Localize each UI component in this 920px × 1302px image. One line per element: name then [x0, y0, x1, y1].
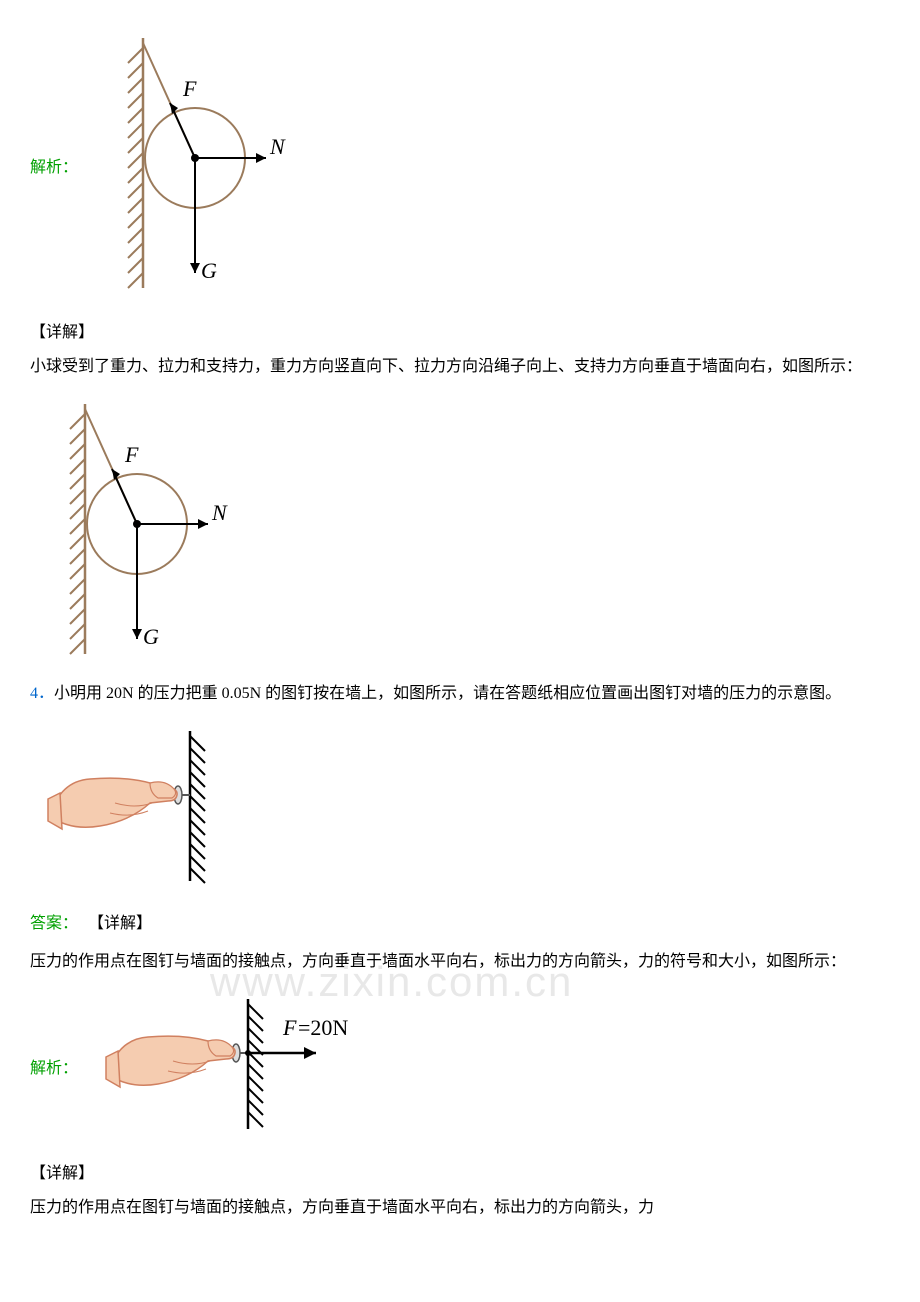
svg-text:F: F: [282, 1015, 297, 1040]
svg-text:F: F: [182, 76, 197, 101]
q4-answer-text: 压力的作用点在图钉与墙面的接触点，方向垂直于墙面水平向右，标出力的方向箭头，力的…: [30, 947, 890, 977]
parse-label-2: 解析：: [30, 1055, 78, 1084]
parse-label-1: 解析：: [30, 154, 78, 183]
svg-text:G: G: [201, 258, 217, 283]
q3-detail-text: 小球受到了重力、拉力和支持力，重力方向竖直向下、拉力方向沿绳子向上、支持力方向垂…: [30, 352, 890, 382]
svg-text:=20N: =20N: [298, 1015, 348, 1040]
ball-wall-diagram-2: F N G: [30, 394, 250, 664]
fig-hand-plain: [30, 721, 890, 902]
fig-ball-1: F N G: [88, 28, 308, 309]
fig-ball-2-holder: www.zixin.com.cn F N: [30, 394, 890, 675]
q4-text: 小明用 20N 的压力把重 0.05N 的图钉按在墙上，如图所示，请在答题纸相应…: [54, 685, 841, 702]
q4-parse-row: 解析：: [30, 989, 890, 1150]
q4-detail-text: 压力的作用点在图钉与墙面的接触点，方向垂直于墙面水平向右，标出力的方向箭头，力: [30, 1193, 890, 1223]
detail-label-1: 【详解】: [30, 319, 890, 348]
svg-text:N: N: [269, 134, 286, 159]
svg-text:G: G: [143, 624, 159, 649]
svg-text:N: N: [211, 500, 228, 525]
answer-label: 答案：: [30, 910, 78, 939]
fig-hand-arrow: F =20N: [88, 989, 418, 1150]
detail-label-2: 【详解】: [88, 910, 152, 939]
q3-parse-row: 解析：: [30, 28, 890, 309]
q4-number: 4．: [30, 685, 54, 702]
hand-pin-diagram-plain: [30, 721, 260, 891]
q4-question: 4．小明用 20N 的压力把重 0.05N 的图钉按在墙上，如图所示，请在答题纸…: [30, 679, 890, 709]
q4-answer-row: 答案： 【详解】: [30, 910, 890, 939]
hand-pin-diagram-arrow: F =20N: [88, 989, 418, 1139]
svg-text:F: F: [124, 442, 139, 467]
detail-label-3: 【详解】: [30, 1160, 890, 1189]
ball-wall-diagram-1: F N G: [88, 28, 308, 298]
